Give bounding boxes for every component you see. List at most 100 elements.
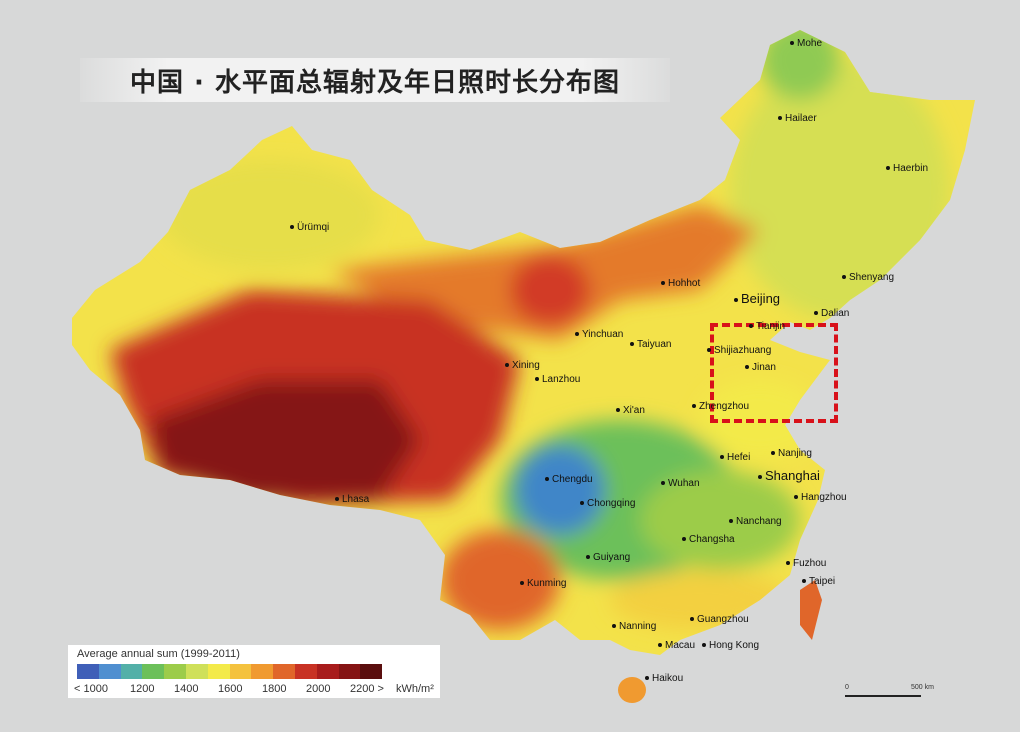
city-dot-icon bbox=[692, 404, 696, 409]
city-label: Jinan bbox=[745, 362, 776, 373]
city-label: Wuhan bbox=[661, 478, 700, 489]
city-label: Lanzhou bbox=[535, 374, 580, 385]
city-name: Hong Kong bbox=[709, 640, 760, 651]
city-name: Hefei bbox=[727, 452, 751, 463]
city-dot-icon bbox=[612, 624, 616, 629]
city-label: Lhasa bbox=[335, 494, 369, 505]
city-label: Macau bbox=[658, 640, 695, 651]
city-name: Xining bbox=[512, 360, 540, 371]
city-name: Ürümqi bbox=[297, 222, 330, 233]
city-name: Hohhot bbox=[668, 278, 701, 289]
city-name: Shijiazhuang bbox=[714, 345, 772, 356]
city-name: Xi'an bbox=[623, 405, 645, 416]
city-dot-icon bbox=[729, 519, 733, 524]
city-dot-icon bbox=[745, 365, 749, 370]
legend-swatch bbox=[294, 664, 317, 679]
city-name: Kunming bbox=[527, 578, 567, 589]
city-label: Hangzhou bbox=[794, 492, 847, 503]
legend-swatch bbox=[185, 664, 208, 679]
city-dot-icon bbox=[586, 555, 590, 560]
legend-tick: 1400 bbox=[174, 683, 199, 695]
legend-tick: 2200 > bbox=[350, 683, 384, 695]
legend-swatch bbox=[273, 664, 295, 679]
hainan bbox=[618, 677, 646, 703]
city-name: Mohe bbox=[797, 38, 823, 49]
city-label: Ürümqi bbox=[290, 222, 329, 233]
city-label: Haikou bbox=[645, 673, 683, 684]
city-dot-icon bbox=[658, 643, 662, 648]
city-label: Kunming bbox=[520, 578, 566, 589]
city-name: Lanzhou bbox=[542, 374, 581, 385]
city-name: Beijing bbox=[741, 291, 781, 306]
city-name: Chengdu bbox=[552, 474, 593, 485]
city-name: Hangzhou bbox=[801, 492, 847, 503]
city-name: Tianjin bbox=[756, 321, 786, 332]
title-banner: 中国 · 水平面总辐射及年日照时长分布图 bbox=[80, 58, 670, 102]
city-label: Shenyang bbox=[842, 272, 894, 283]
city-label: Shanghai bbox=[758, 468, 820, 483]
legend-unit: kWh/m² bbox=[396, 683, 434, 695]
city-name: Wuhan bbox=[668, 478, 700, 489]
city-dot-icon bbox=[505, 363, 509, 368]
city-dot-icon bbox=[886, 166, 890, 171]
city-label: Xi'an bbox=[616, 405, 645, 416]
city-label: Hailaer bbox=[778, 113, 817, 124]
taiwan bbox=[800, 580, 822, 640]
legend-swatch bbox=[316, 664, 339, 679]
city-label: Yinchuan bbox=[575, 329, 623, 340]
city-label: Nanchang bbox=[729, 516, 782, 527]
city-label: Taipei bbox=[802, 576, 835, 587]
legend-tick: 1800 bbox=[262, 683, 287, 695]
city-name: Guiyang bbox=[593, 552, 631, 563]
city-label: Hefei bbox=[720, 452, 750, 463]
city-label: Shijiazhuang bbox=[707, 345, 771, 356]
city-label: Chongqing bbox=[580, 498, 635, 509]
city-label: Guangzhou bbox=[690, 614, 749, 625]
city-dot-icon bbox=[661, 481, 665, 486]
scale-end: 500 km bbox=[911, 684, 934, 691]
legend-title: Average annual sum (1999-2011) bbox=[77, 648, 240, 660]
city-dot-icon bbox=[630, 342, 634, 347]
city-dot-icon bbox=[758, 474, 762, 479]
city-name: Lhasa bbox=[342, 494, 370, 505]
city-label: Taiyuan bbox=[630, 339, 671, 350]
legend-swatch bbox=[142, 664, 165, 679]
city-dot-icon bbox=[771, 451, 775, 456]
city-name: Changsha bbox=[689, 534, 735, 545]
legend-tick: 1200 bbox=[130, 683, 155, 695]
city-name: Chongqing bbox=[587, 498, 636, 509]
legend-swatch bbox=[338, 664, 361, 679]
legend: Average annual sum (1999-2011) < 1000 12… bbox=[68, 645, 440, 698]
legend-swatch bbox=[77, 664, 99, 679]
legend-tick: 2000 bbox=[306, 683, 331, 695]
city-name: Haerbin bbox=[893, 163, 929, 174]
city-name: Shanghai bbox=[765, 468, 820, 483]
city-label: Nanjing bbox=[771, 448, 812, 459]
city-dot-icon bbox=[814, 311, 818, 316]
legend-swatch bbox=[207, 664, 230, 679]
city-dot-icon bbox=[802, 579, 806, 584]
city-label: Changsha bbox=[682, 534, 735, 545]
legend-swatch bbox=[229, 664, 252, 679]
city-dot-icon bbox=[749, 324, 753, 329]
city-label: Tianjin bbox=[749, 321, 785, 332]
city-name: Taiyuan bbox=[637, 339, 672, 350]
city-label: Zhengzhou bbox=[692, 401, 749, 412]
legend-swatch bbox=[98, 664, 121, 679]
city-dot-icon bbox=[575, 332, 579, 337]
color-ramp bbox=[77, 664, 383, 679]
city-dot-icon bbox=[616, 408, 620, 413]
legend-tick: 1600 bbox=[218, 683, 243, 695]
city-dot-icon bbox=[661, 281, 665, 286]
city-dot-icon bbox=[702, 643, 706, 648]
city-dot-icon bbox=[645, 676, 649, 681]
city-name: Fuzhou bbox=[793, 558, 827, 569]
city-label: Beijing bbox=[734, 291, 780, 306]
city-dot-icon bbox=[707, 348, 711, 353]
city-dot-icon bbox=[335, 497, 339, 502]
legend-swatch bbox=[120, 664, 143, 679]
city-label: Guiyang bbox=[586, 552, 630, 563]
city-dot-icon bbox=[734, 297, 738, 302]
scale-line bbox=[845, 695, 921, 697]
legend-tick: < 1000 bbox=[74, 683, 108, 695]
